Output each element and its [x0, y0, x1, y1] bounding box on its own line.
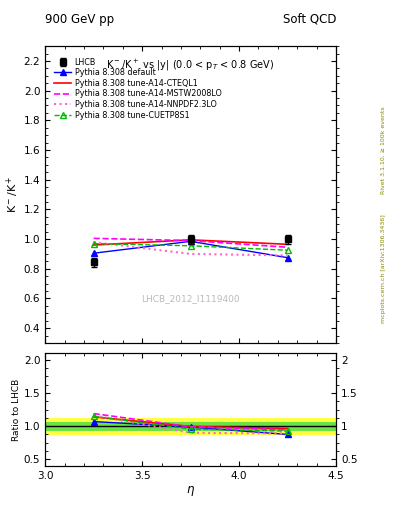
Text: mcplots.cern.ch [arXiv:1306.3436]: mcplots.cern.ch [arXiv:1306.3436]: [381, 215, 386, 323]
Text: LHCB_2012_I1119400: LHCB_2012_I1119400: [141, 294, 240, 303]
Pythia 8.308 tune-A14-CTEQL1: [285, 241, 290, 247]
Text: Rivet 3.1.10, ≥ 100k events: Rivet 3.1.10, ≥ 100k events: [381, 106, 386, 194]
Pythia 8.308 tune-CUETP8S1: [91, 241, 96, 247]
Pythia 8.308 tune-CUETP8S1: [188, 243, 193, 249]
Line: Pythia 8.308 default: Pythia 8.308 default: [91, 239, 290, 261]
Pythia 8.308 tune-CUETP8S1: [285, 247, 290, 253]
Line: Pythia 8.308 tune-CUETP8S1: Pythia 8.308 tune-CUETP8S1: [91, 241, 290, 253]
Pythia 8.308 default: [285, 254, 290, 261]
Line: Pythia 8.308 tune-A14-CTEQL1: Pythia 8.308 tune-A14-CTEQL1: [94, 240, 288, 245]
Text: K$^-$/K$^+$ vs |y| (0.0 < p$_T$ < 0.8 GeV): K$^-$/K$^+$ vs |y| (0.0 < p$_T$ < 0.8 Ge…: [107, 58, 275, 73]
Text: Soft QCD: Soft QCD: [283, 13, 336, 26]
Y-axis label: K$^-$/K$^+$: K$^-$/K$^+$: [5, 176, 21, 214]
Pythia 8.308 tune-A14-NNPDF2.3LO: [91, 239, 96, 245]
Pythia 8.308 tune-A14-MSTW2008LO: [285, 244, 290, 250]
Legend: LHCB, Pythia 8.308 default, Pythia 8.308 tune-A14-CTEQL1, Pythia 8.308 tune-A14-: LHCB, Pythia 8.308 default, Pythia 8.308…: [52, 56, 223, 121]
Bar: [45, 421, 336, 431]
Line: Pythia 8.308 tune-A14-MSTW2008LO: Pythia 8.308 tune-A14-MSTW2008LO: [94, 239, 288, 247]
Y-axis label: Ratio to LHCB: Ratio to LHCB: [12, 378, 21, 441]
Pythia 8.308 default: [91, 250, 96, 257]
Pythia 8.308 tune-A14-NNPDF2.3LO: [188, 251, 193, 257]
X-axis label: $\eta$: $\eta$: [186, 483, 195, 498]
Pythia 8.308 tune-A14-CTEQL1: [91, 242, 96, 248]
Pythia 8.308 tune-A14-NNPDF2.3LO: [285, 252, 290, 259]
Pythia 8.308 tune-A14-MSTW2008LO: [91, 236, 96, 242]
Pythia 8.308 tune-A14-CTEQL1: [188, 237, 193, 243]
Line: Pythia 8.308 tune-A14-NNPDF2.3LO: Pythia 8.308 tune-A14-NNPDF2.3LO: [94, 242, 288, 255]
Pythia 8.308 default: [188, 238, 193, 244]
Text: 900 GeV pp: 900 GeV pp: [45, 13, 114, 26]
Pythia 8.308 tune-A14-MSTW2008LO: [188, 238, 193, 244]
Bar: [45, 418, 336, 435]
